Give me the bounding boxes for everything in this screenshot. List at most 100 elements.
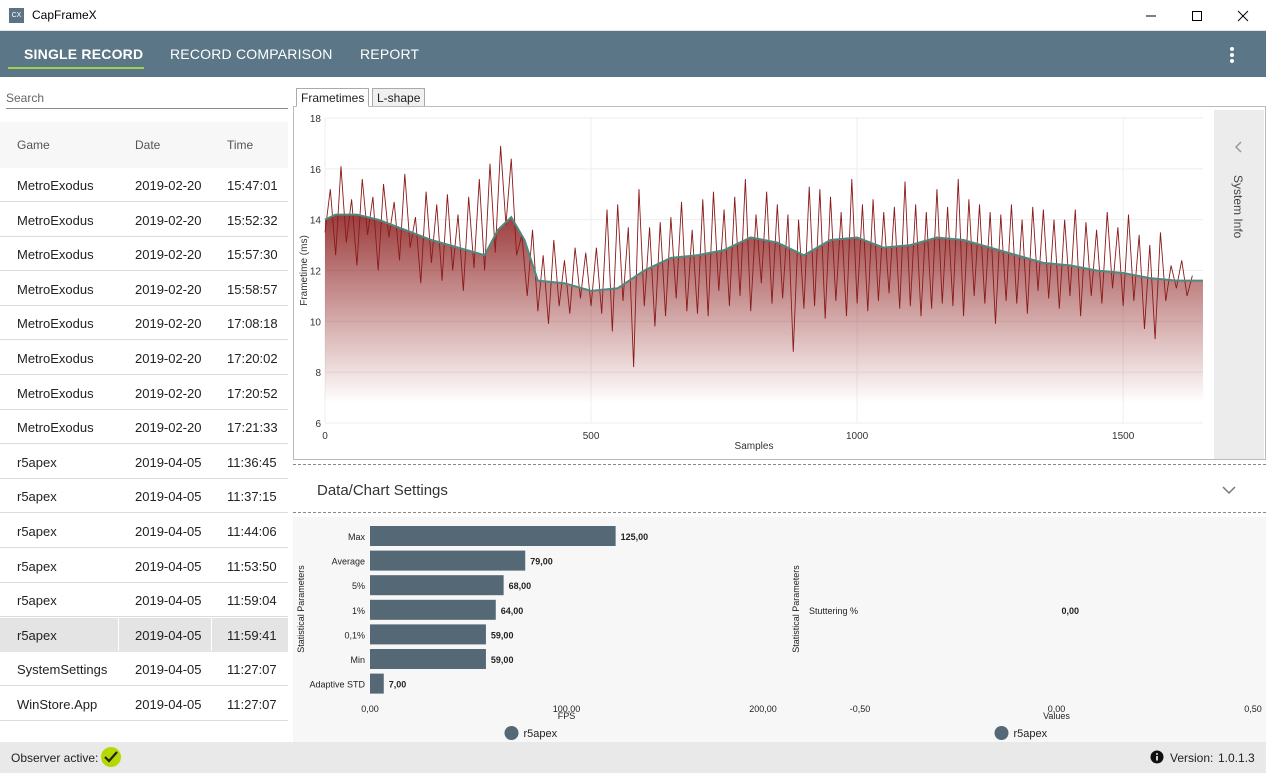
x-tick-label: 500 (583, 431, 600, 442)
value-label: 59,00 (491, 630, 514, 640)
stat-bar (370, 599, 496, 620)
x-axis-label: FPS (558, 711, 576, 721)
tab-l-shape[interactable]: L-shape (372, 88, 426, 107)
cell-time: 15:47:01 (227, 178, 278, 193)
window-title: CapFrameX (32, 8, 97, 22)
frametime-chart-container: 0 500 1000 1500 6 8 10 12 14 16 18 Samples Frametime… (293, 106, 1266, 460)
cell-time: 17:08:18 (227, 316, 278, 332)
cell-game: MetroExodus (17, 178, 94, 193)
value-label: 64,00 (501, 606, 524, 616)
y-axis-label: Statistical Parameters (791, 565, 801, 653)
cell-game: MetroExodus (17, 281, 94, 297)
cell-time: 11:27:07 (227, 662, 277, 678)
table-row[interactable]: MetroExodus 2019-02-20 15:47:01 (0, 168, 288, 202)
cell-time: 15:52:32 (227, 212, 278, 228)
cell-time: 11:59:04 (227, 593, 277, 609)
value-label: 79,00 (530, 557, 553, 567)
cell-time: 17:21:33 (227, 420, 278, 436)
table-row[interactable]: MetroExodus 2019-02-20 15:57:30 (0, 237, 288, 272)
table-row[interactable]: MetroExodus 2019-02-20 17:20:02 (0, 341, 288, 375)
legend-swatch (994, 726, 1009, 740)
cell-date: 2019-02-20 (135, 212, 202, 228)
value-label: 125,00 (621, 532, 649, 542)
stat-bar (370, 673, 384, 694)
close-button[interactable] (1220, 0, 1266, 31)
app-icon: CX (9, 8, 24, 23)
observer-active-icon (101, 747, 121, 767)
search-input[interactable]: Search (6, 87, 288, 109)
table-row[interactable]: MetroExodus 2019-02-20 17:08:18 (0, 306, 288, 341)
table-row[interactable]: r5apex 2019-04-05 11:37:15 (0, 479, 288, 514)
cell-game: WinStore.App (17, 697, 98, 712)
cell-time: 11:37:15 (227, 489, 277, 505)
stat-bar (370, 526, 616, 546)
selected-cell-bg (119, 617, 211, 652)
tab-single-record[interactable]: SINGLE RECORD (24, 46, 144, 62)
chevron-left-icon (1234, 141, 1242, 153)
legend-swatch (504, 726, 519, 740)
cell-date: 2019-02-20 (135, 316, 202, 332)
value-label: 0,00 (1062, 606, 1080, 616)
title-bar: CX CapFrameX (0, 0, 1266, 31)
table-row[interactable]: MetroExodus 2019-02-20 17:20:52 (0, 376, 288, 410)
table-header: Game Date Time (0, 122, 288, 168)
cell-date: 2019-02-20 (135, 351, 202, 366)
y-axis-label: Statistical Parameters (296, 565, 306, 653)
selected-cell-bg (0, 617, 118, 652)
record-list-panel: Search Game Date Time MetroExodus 2019-02… (0, 77, 288, 742)
tab-record-comparison[interactable]: RECORD COMPARISON (170, 46, 333, 62)
tab-report[interactable]: REPORT (360, 46, 420, 62)
cell-game: r5apex (17, 489, 57, 505)
table-row[interactable]: MetroExodus 2019-02-20 15:52:32 (0, 203, 288, 237)
statistics-area: Max 125,00 Average 79,00 5% 68,00 1% 64,00 0,1% 5… (293, 517, 1266, 742)
more-menu-icon[interactable] (1223, 45, 1241, 65)
x-tick-label: 1000 (846, 431, 869, 442)
x-tick-label: 0,00 (1048, 704, 1066, 714)
column-header-game[interactable]: Game (17, 138, 50, 152)
x-tick-label: 0,00 (361, 704, 379, 714)
settings-label: Data/Chart Settings (317, 482, 448, 499)
column-header-time[interactable]: Time (227, 138, 254, 152)
cell-game: r5apex (17, 524, 57, 539)
y-tick-label: 6 (315, 419, 321, 430)
cell-date: 2019-04-05 (135, 489, 202, 505)
selected-cell-bg (212, 617, 288, 652)
y-tick-label: 16 (310, 165, 322, 176)
table-row[interactable]: r5apex 2019-04-05 11:36:45 (0, 445, 288, 479)
data-chart-settings-expander[interactable]: Data/Chart Settings (293, 464, 1266, 513)
maximize-button[interactable] (1174, 0, 1220, 31)
table-row[interactable]: MetroExodus 2019-02-20 17:21:33 (0, 410, 288, 445)
active-tab-indicator (8, 67, 144, 69)
tab-frametimes[interactable]: Frametimes (296, 88, 370, 107)
cell-time: 15:58:57 (227, 281, 278, 297)
table-row[interactable]: r5apex 2019-04-05 11:59:04 (0, 583, 288, 618)
cell-game: r5apex (17, 558, 57, 574)
cell-game: MetroExodus (17, 385, 94, 401)
cell-time: 11:59:41 (227, 627, 277, 643)
table-row[interactable]: r5apex 2019-04-05 11:44:06 (0, 514, 288, 548)
category-label: Adaptive STD (309, 680, 365, 690)
table-row[interactable]: r5apex 2019-04-05 11:59:41 (0, 617, 288, 652)
cell-game: MetroExodus (17, 420, 94, 436)
system-info-panel[interactable]: System Info (1214, 110, 1264, 459)
y-tick-label: 18 (310, 114, 322, 125)
table-row[interactable]: SystemSettings 2019-04-05 11:27:07 (0, 652, 288, 687)
cell-time: 11:27:07 (227, 697, 277, 712)
value-label: 59,00 (491, 655, 514, 665)
cell-time: 11:36:45 (227, 454, 277, 470)
cell-time: 15:57:30 (227, 247, 278, 263)
table-row[interactable]: WinStore.App 2019-04-05 11:27:07 (0, 687, 288, 721)
info-icon[interactable] (1150, 750, 1164, 764)
status-bar: Observer active: Version: 1.0.1.3 (0, 742, 1266, 773)
table-row[interactable]: r5apex 2019-04-05 11:53:50 (0, 549, 288, 583)
table-row[interactable]: MetroExodus 2019-02-20 15:58:57 (0, 272, 288, 306)
cell-date: 2019-04-05 (135, 593, 202, 609)
column-header-date[interactable]: Date (135, 138, 161, 152)
cell-time: 11:53:50 (227, 558, 277, 574)
minimize-button[interactable] (1128, 0, 1174, 31)
x-axis-label: Samples (735, 441, 774, 452)
category-label: Max (348, 532, 366, 542)
legend-label: r5apex (524, 728, 558, 740)
maximize-icon (1192, 10, 1202, 21)
cell-game: r5apex (17, 593, 57, 609)
